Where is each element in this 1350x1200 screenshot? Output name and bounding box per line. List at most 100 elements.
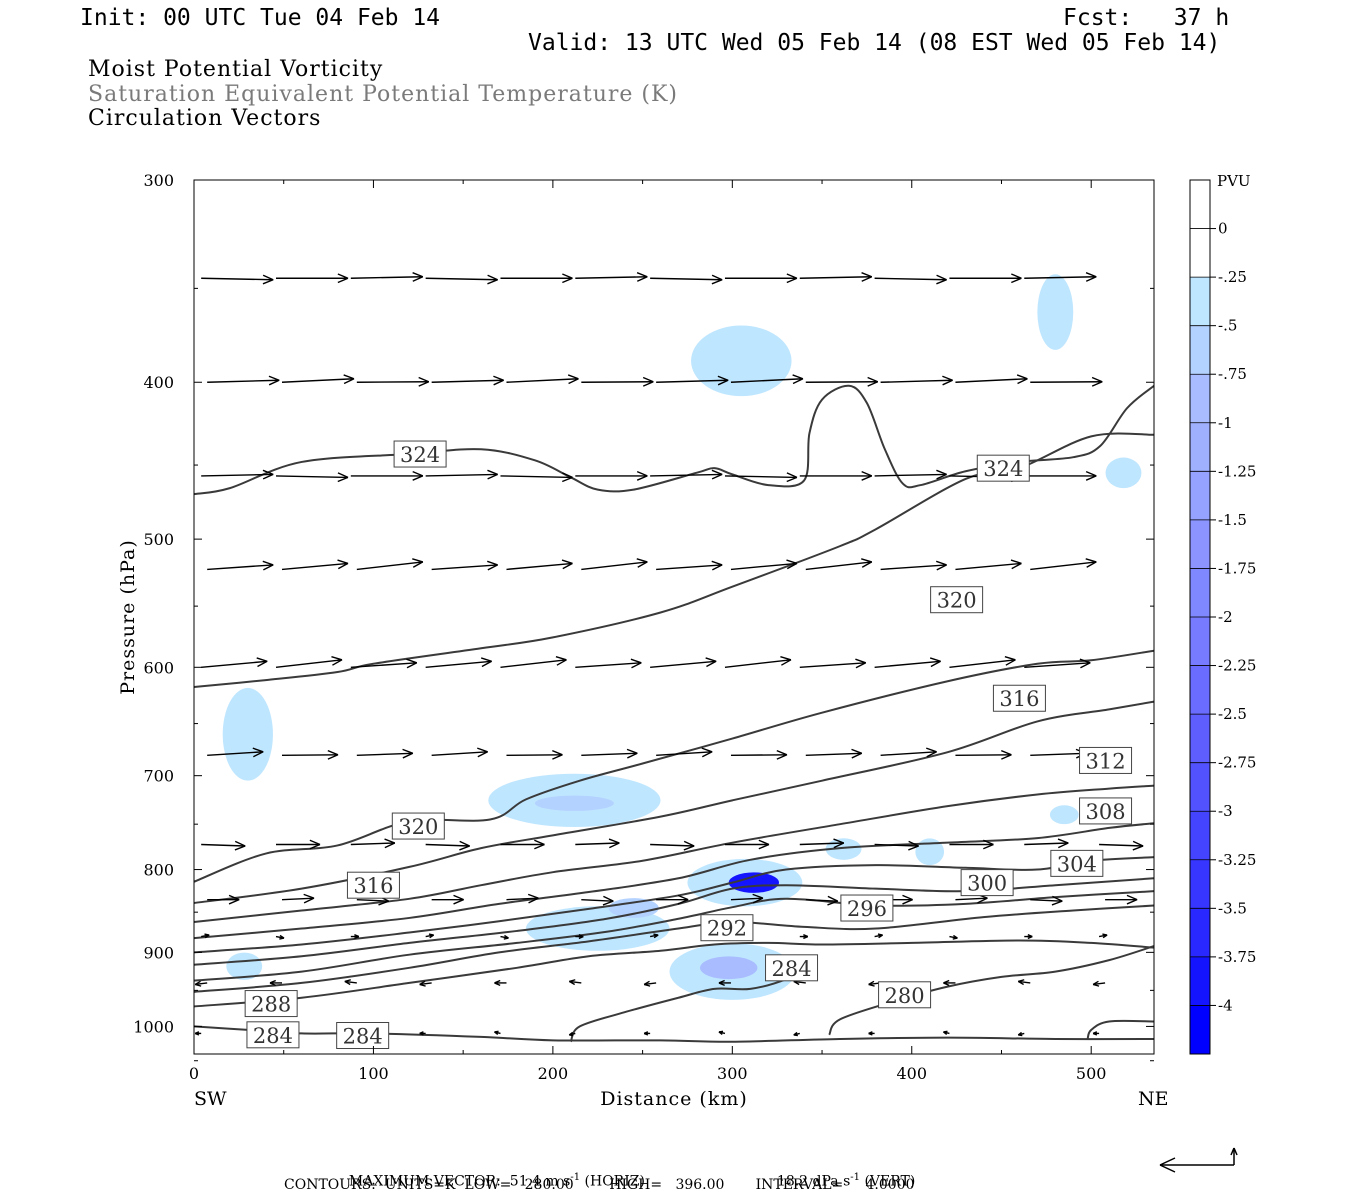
circulation-vector <box>275 934 285 940</box>
colorbar-label: -3 <box>1218 802 1233 820</box>
circulation-vector <box>880 375 953 386</box>
circulation-vector <box>1105 894 1138 905</box>
circulation-vector <box>805 376 879 387</box>
circulation-vector <box>874 840 919 851</box>
pv-shading-region <box>700 956 758 980</box>
circulation-vector <box>793 1031 800 1037</box>
svg-text:320: 320 <box>398 815 438 839</box>
circulation-vector <box>581 748 638 759</box>
theta-es-contour <box>828 945 1155 1036</box>
circulation-vector <box>431 375 504 386</box>
circulation-vector <box>425 274 498 285</box>
colorbar-label: -.25 <box>1218 268 1247 286</box>
circulation-vector <box>724 839 770 850</box>
pv-shading-region <box>1037 274 1074 350</box>
circulation-vector <box>581 558 648 571</box>
contour-label: 300 <box>960 869 1014 897</box>
colorbar-swatch <box>1190 519 1210 569</box>
circulation-vector <box>431 747 488 758</box>
colorbar-swatch <box>1190 471 1210 520</box>
circulation-vector <box>650 840 695 851</box>
circulation-vector <box>799 658 867 669</box>
circulation-vector <box>276 839 321 850</box>
circulation-vector <box>201 840 246 851</box>
svg-text:316: 316 <box>999 687 1039 711</box>
svg-text:292: 292 <box>707 917 747 941</box>
colorbar-swatch <box>1190 714 1210 763</box>
circulation-vector <box>718 979 731 986</box>
contour-label: 284 <box>246 1021 300 1049</box>
circulation-vector <box>805 895 839 906</box>
colorbar-swatch <box>1190 568 1210 617</box>
circulation-vector <box>276 273 349 284</box>
circulation-vector <box>281 893 315 904</box>
circulation-vector <box>494 1030 501 1035</box>
circulation-vector <box>425 840 470 851</box>
circulation-vector <box>568 1031 576 1037</box>
theta-es-contour <box>193 822 1155 940</box>
theta-es-contour <box>193 904 1155 993</box>
pv-shading-region <box>691 325 792 397</box>
circulation-vector <box>575 470 648 481</box>
circulation-vector <box>874 274 947 285</box>
circulation-vector <box>207 747 264 758</box>
circulation-vector <box>949 934 958 940</box>
circulation-vector <box>949 839 994 850</box>
colorbar-label: -2.75 <box>1218 754 1256 772</box>
y-axis-label: Pressure (hPa) <box>117 539 139 695</box>
colorbar-swatch <box>1190 325 1210 375</box>
circulation-vector <box>575 658 642 669</box>
theta-es-contour <box>193 890 1155 982</box>
circulation-vector <box>425 657 492 668</box>
circulation-vector <box>656 560 723 571</box>
circulation-vector <box>500 273 573 284</box>
svg-text:324: 324 <box>983 457 1023 481</box>
svg-text:280: 280 <box>885 984 925 1008</box>
contour-label: 284 <box>336 1022 390 1050</box>
circulation-vector <box>874 469 947 480</box>
circulation-vector <box>955 559 1022 571</box>
contour-label: 320 <box>930 586 984 614</box>
contour-label: 304 <box>1050 849 1104 877</box>
circulation-vector <box>1030 558 1097 571</box>
circulation-vector <box>506 374 579 385</box>
init-time: Init: 00 UTC Tue 04 Feb 14 <box>80 5 441 31</box>
theta-es-contour <box>193 784 1155 924</box>
circulation-vector <box>1098 933 1108 939</box>
circulation-vector <box>724 656 792 668</box>
max-vector-text: MAXIMUM VECTOR: 51.4 m s-1 (HORIZ) <box>348 1172 645 1190</box>
circulation-vector <box>730 749 788 760</box>
svg-text:284: 284 <box>253 1024 293 1048</box>
colorbar-label: -3.5 <box>1218 899 1247 917</box>
circulation-vector <box>207 894 240 905</box>
circulation-vector <box>799 838 845 849</box>
circulation-vector <box>350 470 424 481</box>
x-tick-label: 100 <box>358 1064 389 1083</box>
circulation-vector <box>805 748 863 759</box>
colorbar-label: -1 <box>1218 414 1233 432</box>
circulation-vector <box>1030 895 1063 906</box>
contour-label: 324 <box>976 454 1030 482</box>
x-axis-label: Distance (km) <box>600 1088 748 1110</box>
circulation-vector <box>643 980 657 987</box>
circulation-vector <box>207 375 280 386</box>
circulation-vector <box>1017 979 1031 986</box>
circulation-vector <box>730 374 804 385</box>
y-tick-label: 400 <box>143 373 174 392</box>
circulation-vector <box>275 472 349 483</box>
circulation-vector <box>419 1031 426 1036</box>
contour-label: 284 <box>765 954 819 982</box>
colorbar-label: -1.5 <box>1218 511 1247 529</box>
circulation-vector <box>943 1030 950 1035</box>
svg-text:288: 288 <box>251 993 291 1017</box>
circulation-vector <box>494 979 507 986</box>
contour-label: 316 <box>992 684 1046 712</box>
circulation-vector <box>350 838 396 849</box>
circulation-vector <box>799 470 873 481</box>
circulation-vector <box>650 657 717 668</box>
svg-text:312: 312 <box>1086 749 1126 773</box>
circulation-vector <box>201 469 274 480</box>
contour-label: 288 <box>244 990 298 1018</box>
circulation-vector <box>500 934 509 940</box>
circulation-vector <box>201 274 274 285</box>
